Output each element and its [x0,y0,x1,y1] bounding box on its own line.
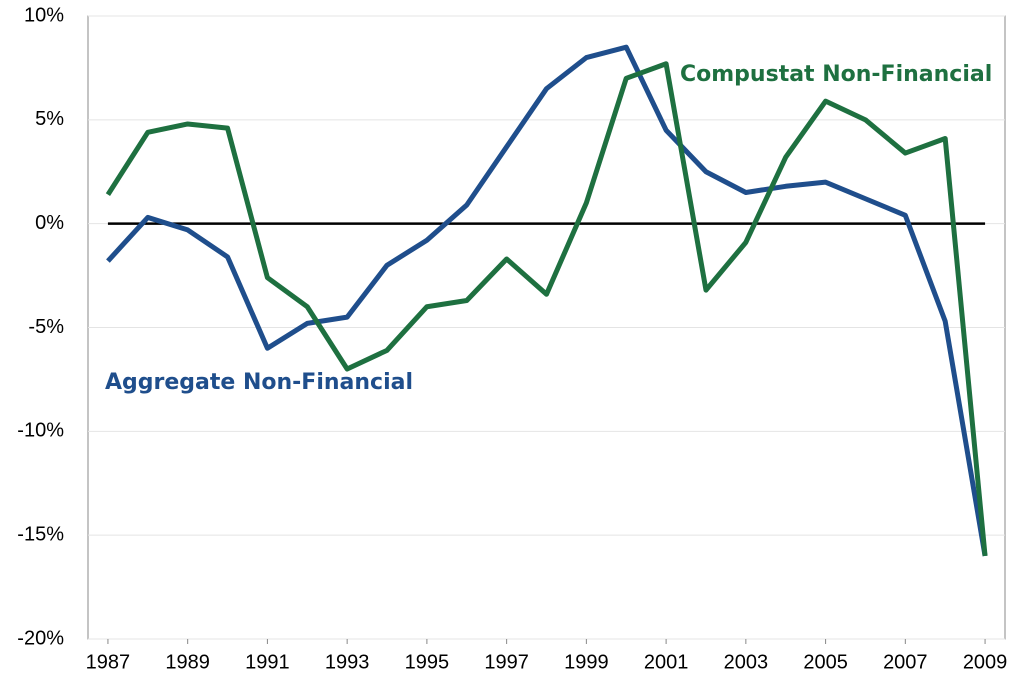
y-tick-label: -5% [28,316,64,338]
series-line [105,61,988,557]
series-label: Compustat Non-Financial [680,62,992,87]
x-tick-label: 1995 [405,651,450,673]
y-tick-label: 10% [24,4,64,26]
x-tick-label: 2001 [644,651,689,673]
x-tick-label: 1989 [165,651,210,673]
series-line [106,44,988,557]
x-tick-label: 2009 [963,651,1008,673]
x-tick-label: 1987 [86,651,131,673]
y-tick-label: 5% [35,108,64,130]
x-tick-label: 2007 [883,651,928,673]
y-tick-label: -10% [17,420,64,442]
x-tick-label: 1991 [245,651,290,673]
x-tick-label: 2005 [803,651,848,673]
series-label: Aggregate Non-Financial [105,370,413,395]
x-tick-label: 1993 [325,651,370,673]
y-tick-label: -15% [17,523,64,545]
x-tick-label: 1999 [564,651,609,673]
x-tick-label: 1997 [484,651,529,673]
y-tick-label: -20% [17,627,64,649]
y-tick-label: 0% [35,212,64,234]
x-tick-label: 2003 [724,651,769,673]
